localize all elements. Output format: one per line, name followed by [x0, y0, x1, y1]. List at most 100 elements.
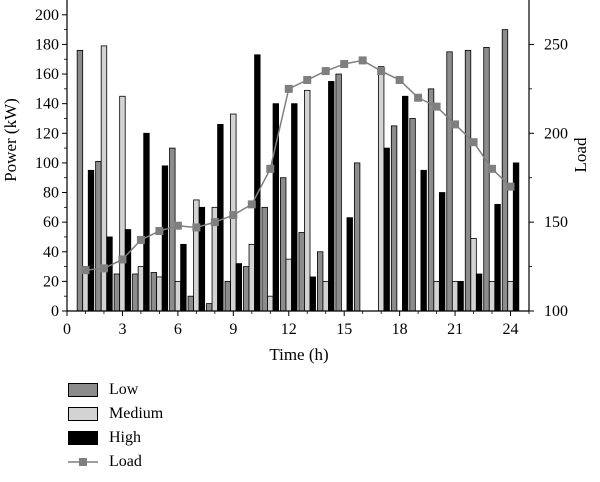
- bar-high-h2: [106, 236, 113, 312]
- x-tick-label: 3: [118, 321, 126, 338]
- bar-high-h5: [161, 165, 169, 312]
- load-point-h10: [247, 200, 256, 209]
- load-point-h5: [155, 227, 164, 236]
- bar-medium-h5: [156, 276, 163, 312]
- load-point-h11: [266, 164, 275, 173]
- right-y-tick-label: 150: [544, 214, 568, 231]
- load-point-h3: [118, 255, 127, 264]
- bar-medium-h4: [137, 266, 145, 312]
- y-tick-label: 180: [35, 36, 59, 53]
- bar-low-h3: [113, 273, 121, 312]
- bar-medium-h14: [322, 280, 329, 312]
- bar-low-h21: [446, 51, 453, 312]
- x-tick-label: 6: [174, 321, 182, 338]
- bar-medium-h12: [285, 258, 292, 312]
- load-point-h21: [451, 120, 460, 129]
- bar-high-h19: [420, 169, 427, 312]
- bar-high-h9: [235, 263, 243, 312]
- load-point-h8: [210, 218, 219, 227]
- bar-high-h13: [309, 276, 316, 312]
- bar-high-h17: [383, 147, 390, 312]
- bar-medium-h17: [377, 66, 385, 312]
- bars-layer: [76, 29, 520, 312]
- y-tick-label: 120: [35, 125, 59, 142]
- bar-low-h9: [224, 280, 231, 312]
- x-tick-label: 12: [281, 321, 297, 338]
- x-tick-label: 24: [503, 321, 519, 338]
- bar-medium-h3: [119, 95, 126, 312]
- bar-low-h19: [409, 118, 416, 312]
- bar-high-h22: [475, 273, 483, 312]
- bar-low-h20: [427, 88, 435, 312]
- bar-high-h18: [402, 95, 409, 312]
- load-point-h2: [99, 264, 108, 273]
- x-tick-label: 18: [392, 321, 408, 338]
- legend-swatch-load: [68, 458, 98, 466]
- bar-medium-h6: [174, 280, 182, 312]
- bar-medium-h23: [488, 280, 496, 312]
- bar-low-h12: [280, 177, 287, 312]
- load-point-h4: [136, 235, 145, 244]
- bar-low-h11: [261, 206, 268, 312]
- bar-high-h7: [198, 206, 206, 312]
- load-point-h12: [284, 84, 293, 93]
- load-point-h1: [81, 266, 90, 275]
- bar-medium-h22: [470, 238, 477, 312]
- legend-label-medium: Medium: [109, 405, 164, 422]
- bar-high-h8: [217, 124, 224, 312]
- bar-medium-h13: [304, 89, 311, 312]
- load-point-h6: [173, 221, 182, 230]
- x-tick-label: 9: [229, 321, 237, 338]
- legend-label-low: Low: [109, 381, 139, 398]
- bar-high-h1: [87, 169, 95, 312]
- bar-low-h4: [132, 273, 139, 312]
- x-tick-label: 0: [63, 321, 71, 338]
- x-tick-label: 21: [447, 321, 463, 338]
- legend-label-high: High: [109, 429, 141, 446]
- load-point-h17: [377, 67, 386, 76]
- y-tick-label: 0: [51, 303, 59, 320]
- legend-swatch-low: [68, 383, 98, 397]
- y-tick-label: 80: [43, 185, 59, 202]
- bar-low-h13: [298, 232, 305, 312]
- bar-medium-h7: [193, 199, 200, 312]
- legend-label-load: Load: [109, 453, 142, 470]
- load-point-h19: [414, 93, 423, 102]
- y-tick-label: 40: [43, 244, 59, 261]
- chart-canvas: 0 3 6 9 12 15 18 21 24 0 20 40 60 80 100 120 140 160 180 20…: [1, 0, 590, 364]
- bar-medium-h11: [267, 295, 274, 312]
- load-point-h23: [488, 164, 497, 173]
- y-axis-label: Power (kW): [1, 98, 20, 182]
- right-y-tick-label: 100: [544, 303, 568, 320]
- y-tick-label: 100: [35, 155, 59, 172]
- load-point-h20: [432, 102, 441, 111]
- legend-swatch-high: [68, 431, 98, 445]
- bar-low-h5: [150, 272, 158, 312]
- x-tick-label: 15: [336, 321, 352, 338]
- bar-low-h10: [243, 266, 250, 312]
- bar-low-h23: [483, 46, 490, 312]
- bar-high-h4: [143, 132, 150, 312]
- bar-low-h24: [501, 29, 509, 312]
- bar-high-h6: [180, 243, 187, 312]
- bar-high-h14: [328, 81, 335, 312]
- y-tick-label: 60: [43, 214, 59, 231]
- load-point-h22: [469, 138, 478, 147]
- y-tick-label: 20: [43, 273, 59, 290]
- x-axis-label: Time (h): [269, 345, 328, 364]
- bar-high-h10: [254, 54, 261, 312]
- y-tick-label: 160: [35, 66, 59, 83]
- axes-layer: [66, 0, 530, 312]
- bar-medium-h21: [451, 280, 459, 312]
- bar-low-h22: [464, 49, 472, 312]
- load-point-h14: [321, 67, 330, 76]
- right-y-tick-label: 200: [544, 125, 568, 142]
- bar-medium-h10: [248, 243, 255, 312]
- bar-low-h16: [353, 162, 361, 312]
- bar-high-h23: [494, 203, 501, 312]
- bar-low-h18: [390, 125, 398, 312]
- load-point-h9: [229, 211, 238, 220]
- load-line-layer: [81, 56, 515, 275]
- bar-low-h2: [95, 161, 102, 312]
- legend-swatch-medium: [68, 407, 98, 421]
